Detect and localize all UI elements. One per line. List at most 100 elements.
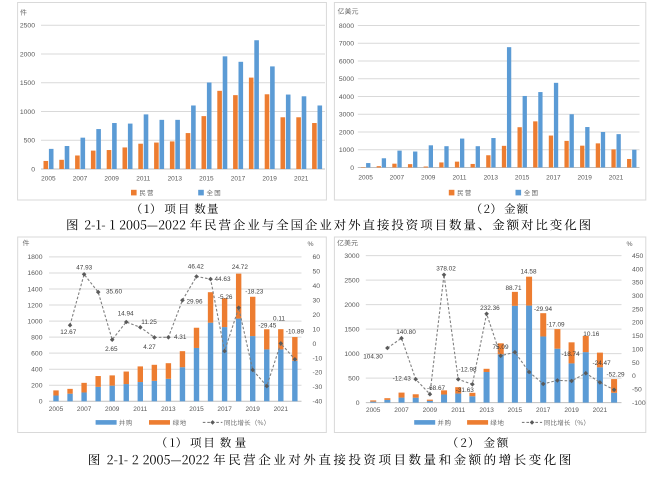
svg-text:2021: 2021: [593, 407, 608, 414]
svg-text:232.36: 232.36: [480, 305, 500, 312]
svg-text:-31.63: -31.63: [456, 387, 475, 394]
svg-text:46.42: 46.42: [188, 264, 204, 271]
svg-text:4.31: 4.31: [174, 334, 187, 341]
svg-text:2019: 2019: [262, 175, 277, 182]
svg-text:350: 350: [632, 280, 644, 287]
svg-text:2009: 2009: [104, 175, 119, 182]
svg-text:2015: 2015: [199, 175, 214, 182]
svg-text:2019: 2019: [245, 406, 260, 413]
svg-text:-24.47: -24.47: [593, 360, 612, 367]
svg-text:2500: 2500: [344, 277, 359, 284]
svg-text:2021: 2021: [274, 406, 289, 413]
svg-text:2017: 2017: [231, 175, 246, 182]
svg-text:10.16: 10.16: [583, 331, 599, 338]
svg-text:200: 200: [31, 383, 43, 390]
svg-text:24.72: 24.72: [232, 264, 248, 271]
svg-text:600: 600: [31, 351, 43, 358]
svg-text:2005: 2005: [49, 406, 64, 413]
svg-text:50: 50: [313, 269, 321, 276]
svg-text:2017: 2017: [217, 406, 232, 413]
svg-text:1600: 1600: [27, 270, 42, 277]
svg-text:-68.67: -68.67: [427, 385, 446, 392]
svg-text:47.93: 47.93: [76, 264, 92, 271]
svg-text:2011: 2011: [451, 407, 465, 414]
svg-text:88.71: 88.71: [506, 285, 522, 292]
svg-text:0.11: 0.11: [273, 316, 285, 323]
svg-text:2021: 2021: [609, 174, 624, 181]
svg-text:2013: 2013: [484, 174, 499, 181]
svg-text:104.30: 104.30: [363, 353, 383, 360]
svg-text:-12.98: -12.98: [458, 367, 477, 374]
svg-text:0: 0: [39, 399, 43, 406]
svg-text:2000: 2000: [344, 302, 359, 309]
svg-text:450: 450: [632, 253, 644, 260]
svg-text:-52.29: -52.29: [606, 372, 625, 379]
svg-text:2007: 2007: [77, 406, 92, 413]
svg-text:0: 0: [350, 165, 354, 172]
svg-text:-29.94: -29.94: [534, 306, 553, 313]
svg-text:2000: 2000: [20, 51, 35, 58]
svg-text:11.25: 11.25: [141, 319, 157, 326]
svg-text:4000: 4000: [339, 94, 354, 101]
svg-text:2021: 2021: [294, 175, 309, 182]
svg-text:14.94: 14.94: [118, 310, 134, 317]
svg-text:-18.23: -18.23: [245, 289, 264, 296]
svg-text:2005: 2005: [366, 407, 381, 414]
svg-text:1400: 1400: [27, 286, 42, 293]
svg-text:-40: -40: [313, 399, 323, 406]
svg-text:50: 50: [632, 360, 640, 367]
svg-text:1000: 1000: [20, 109, 35, 116]
svg-text:0: 0: [313, 341, 317, 348]
svg-text:400: 400: [31, 367, 43, 374]
svg-text:1000: 1000: [339, 147, 354, 154]
svg-text:378.02: 378.02: [436, 265, 456, 272]
svg-text:2005: 2005: [358, 174, 373, 181]
svg-text:100: 100: [632, 346, 644, 353]
svg-text:500: 500: [24, 138, 36, 145]
svg-text:29.96: 29.96: [187, 298, 203, 305]
svg-text:400: 400: [632, 266, 644, 273]
svg-text:0: 0: [632, 373, 636, 380]
svg-text:2000: 2000: [339, 129, 354, 136]
svg-text:40: 40: [313, 283, 321, 290]
svg-text:-100: -100: [632, 400, 646, 407]
svg-text:-12.43: -12.43: [393, 375, 412, 382]
svg-text:60: 60: [313, 254, 321, 261]
svg-text:2007: 2007: [390, 174, 405, 181]
svg-text:2011: 2011: [453, 174, 467, 181]
svg-text:3000: 3000: [344, 253, 359, 260]
svg-text:2013: 2013: [479, 407, 494, 414]
svg-text:12.67: 12.67: [60, 329, 76, 336]
svg-text:-5.26: -5.26: [218, 294, 233, 301]
svg-text:2013: 2013: [168, 175, 183, 182]
svg-text:2017: 2017: [546, 174, 561, 181]
svg-text:250: 250: [632, 306, 644, 313]
svg-text:2019: 2019: [564, 407, 579, 414]
svg-text:2005: 2005: [41, 175, 56, 182]
svg-text:2011: 2011: [133, 406, 147, 413]
svg-text:-10.89: -10.89: [286, 329, 305, 336]
svg-text:2015: 2015: [508, 407, 523, 414]
svg-text:800: 800: [31, 334, 43, 341]
svg-text:1000: 1000: [27, 318, 42, 325]
svg-text:2.65: 2.65: [105, 346, 118, 353]
svg-text:200: 200: [632, 320, 644, 327]
svg-text:14.58: 14.58: [521, 269, 537, 276]
svg-text:-29.45: -29.45: [258, 322, 277, 329]
svg-text:30: 30: [313, 298, 321, 305]
svg-text:20: 20: [313, 312, 321, 319]
svg-text:1500: 1500: [20, 80, 35, 87]
svg-text:0: 0: [31, 166, 35, 173]
svg-text:2015: 2015: [515, 174, 530, 181]
svg-text:-30: -30: [313, 384, 323, 391]
svg-text:0: 0: [356, 400, 360, 407]
svg-text:1800: 1800: [27, 254, 42, 261]
svg-text:1000: 1000: [344, 351, 359, 358]
svg-text:75.09: 75.09: [493, 344, 509, 351]
svg-text:7000: 7000: [339, 41, 354, 48]
svg-text:2013: 2013: [161, 406, 176, 413]
svg-text:3000: 3000: [339, 112, 354, 119]
svg-text:150: 150: [632, 333, 644, 340]
svg-text:6000: 6000: [339, 58, 354, 65]
svg-text:2007: 2007: [73, 175, 88, 182]
